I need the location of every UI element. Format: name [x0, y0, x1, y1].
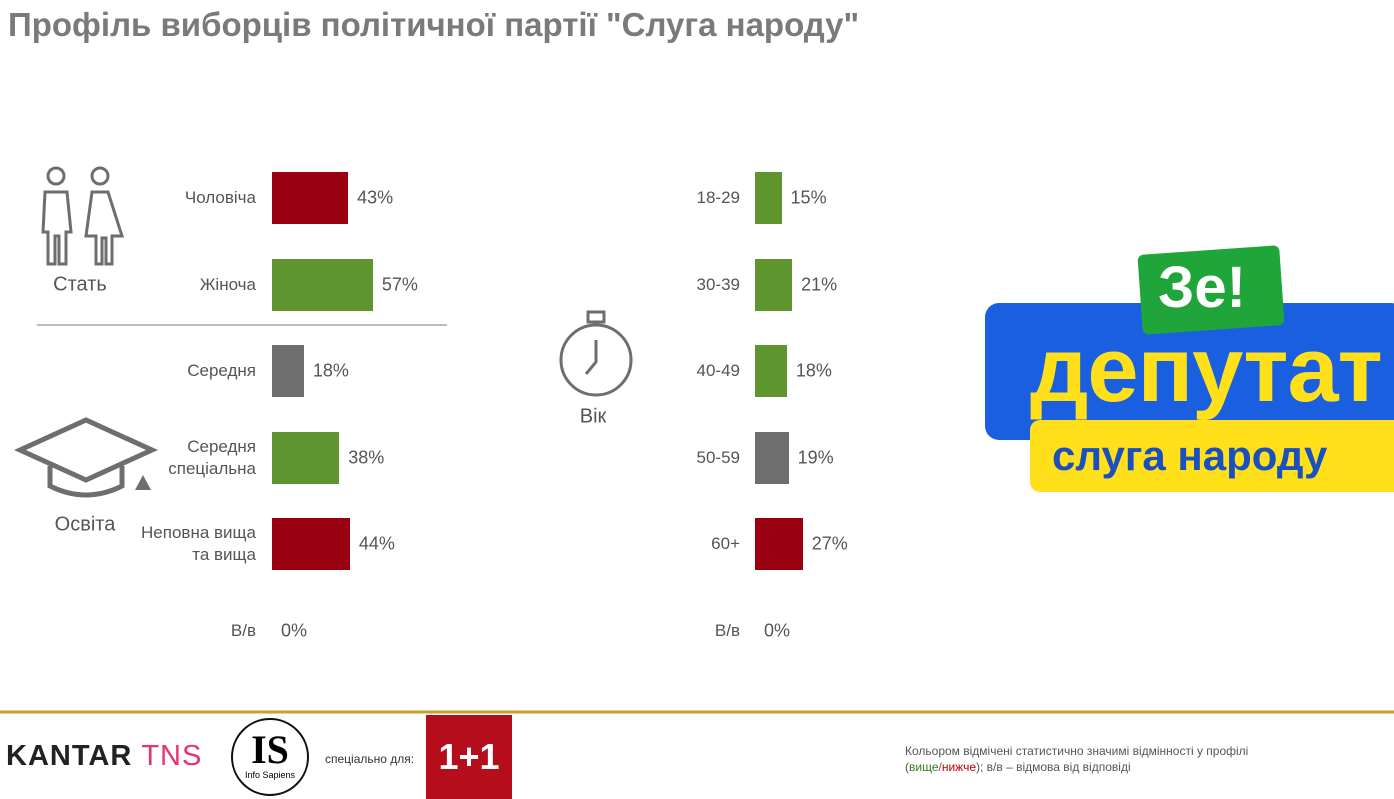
note-lower: нижче [941, 760, 976, 774]
for-text: спеціально для: [325, 752, 415, 766]
title: Профіль виборців політичної партії "Слуг… [8, 6, 860, 43]
value-label: 0% [764, 620, 791, 640]
kantar-logo: KANTAR TNS [6, 740, 202, 773]
value-label: 21% [801, 274, 838, 294]
banner-badge: Зе! [1158, 255, 1246, 320]
value-label: 0% [281, 620, 308, 640]
category-label: В/в [230, 620, 256, 640]
note-text: ( [905, 760, 909, 774]
value-label: 27% [811, 533, 848, 554]
footnote: Кольором відмічені статистично значимі в… [905, 743, 1248, 775]
value-label: 19% [797, 447, 834, 467]
bar [272, 431, 340, 484]
value-label: 44% [358, 533, 395, 554]
category-label: В/в [714, 620, 740, 640]
value-label: 57% [381, 274, 418, 294]
category-label: 60+ [711, 534, 740, 553]
bar [272, 518, 350, 570]
category-label: Чоловіча [184, 188, 256, 207]
value-label: 18% [312, 360, 349, 381]
channel-logo: 1+1 [438, 736, 500, 777]
note-text: / [938, 760, 942, 774]
bar [755, 258, 793, 311]
bar [272, 345, 304, 397]
note-higher: вище [909, 760, 939, 774]
bar [755, 431, 789, 484]
banner-line1: депутат [1030, 319, 1383, 421]
category-label: 40-49 [696, 361, 740, 380]
category-label: Середня спеціальна [168, 436, 256, 478]
value-label: 18% [795, 360, 832, 381]
category-label: 18-29 [696, 188, 740, 207]
tns: TNS [141, 740, 203, 772]
group-label: Стать [53, 273, 107, 296]
category-label: 30-39 [696, 274, 740, 294]
kantar: KANTAR [6, 740, 133, 772]
bar [272, 258, 373, 311]
category-label: Неповна вища та вища [141, 523, 256, 564]
is-logo: IS [251, 727, 289, 772]
category-label: Середня [187, 361, 256, 380]
bar [755, 172, 782, 224]
banner-line2: слуга народу [1052, 432, 1328, 479]
value-label: 15% [790, 187, 827, 208]
value-label: 43% [357, 187, 394, 208]
value-label: 38% [348, 447, 385, 467]
note-text: ); в/в – відмова від відповіді [976, 760, 1131, 774]
category-label: 50-59 [696, 447, 740, 467]
note-text: Кольором відмічені статистично значимі в… [905, 744, 1249, 758]
bar [755, 345, 787, 397]
group-label: Вік [579, 405, 607, 428]
bar [755, 518, 803, 570]
bar [272, 172, 349, 224]
category-label: Жіноча [199, 274, 256, 294]
group-label: Освіта [54, 513, 116, 536]
is-sub: Info Sapiens [244, 770, 296, 780]
